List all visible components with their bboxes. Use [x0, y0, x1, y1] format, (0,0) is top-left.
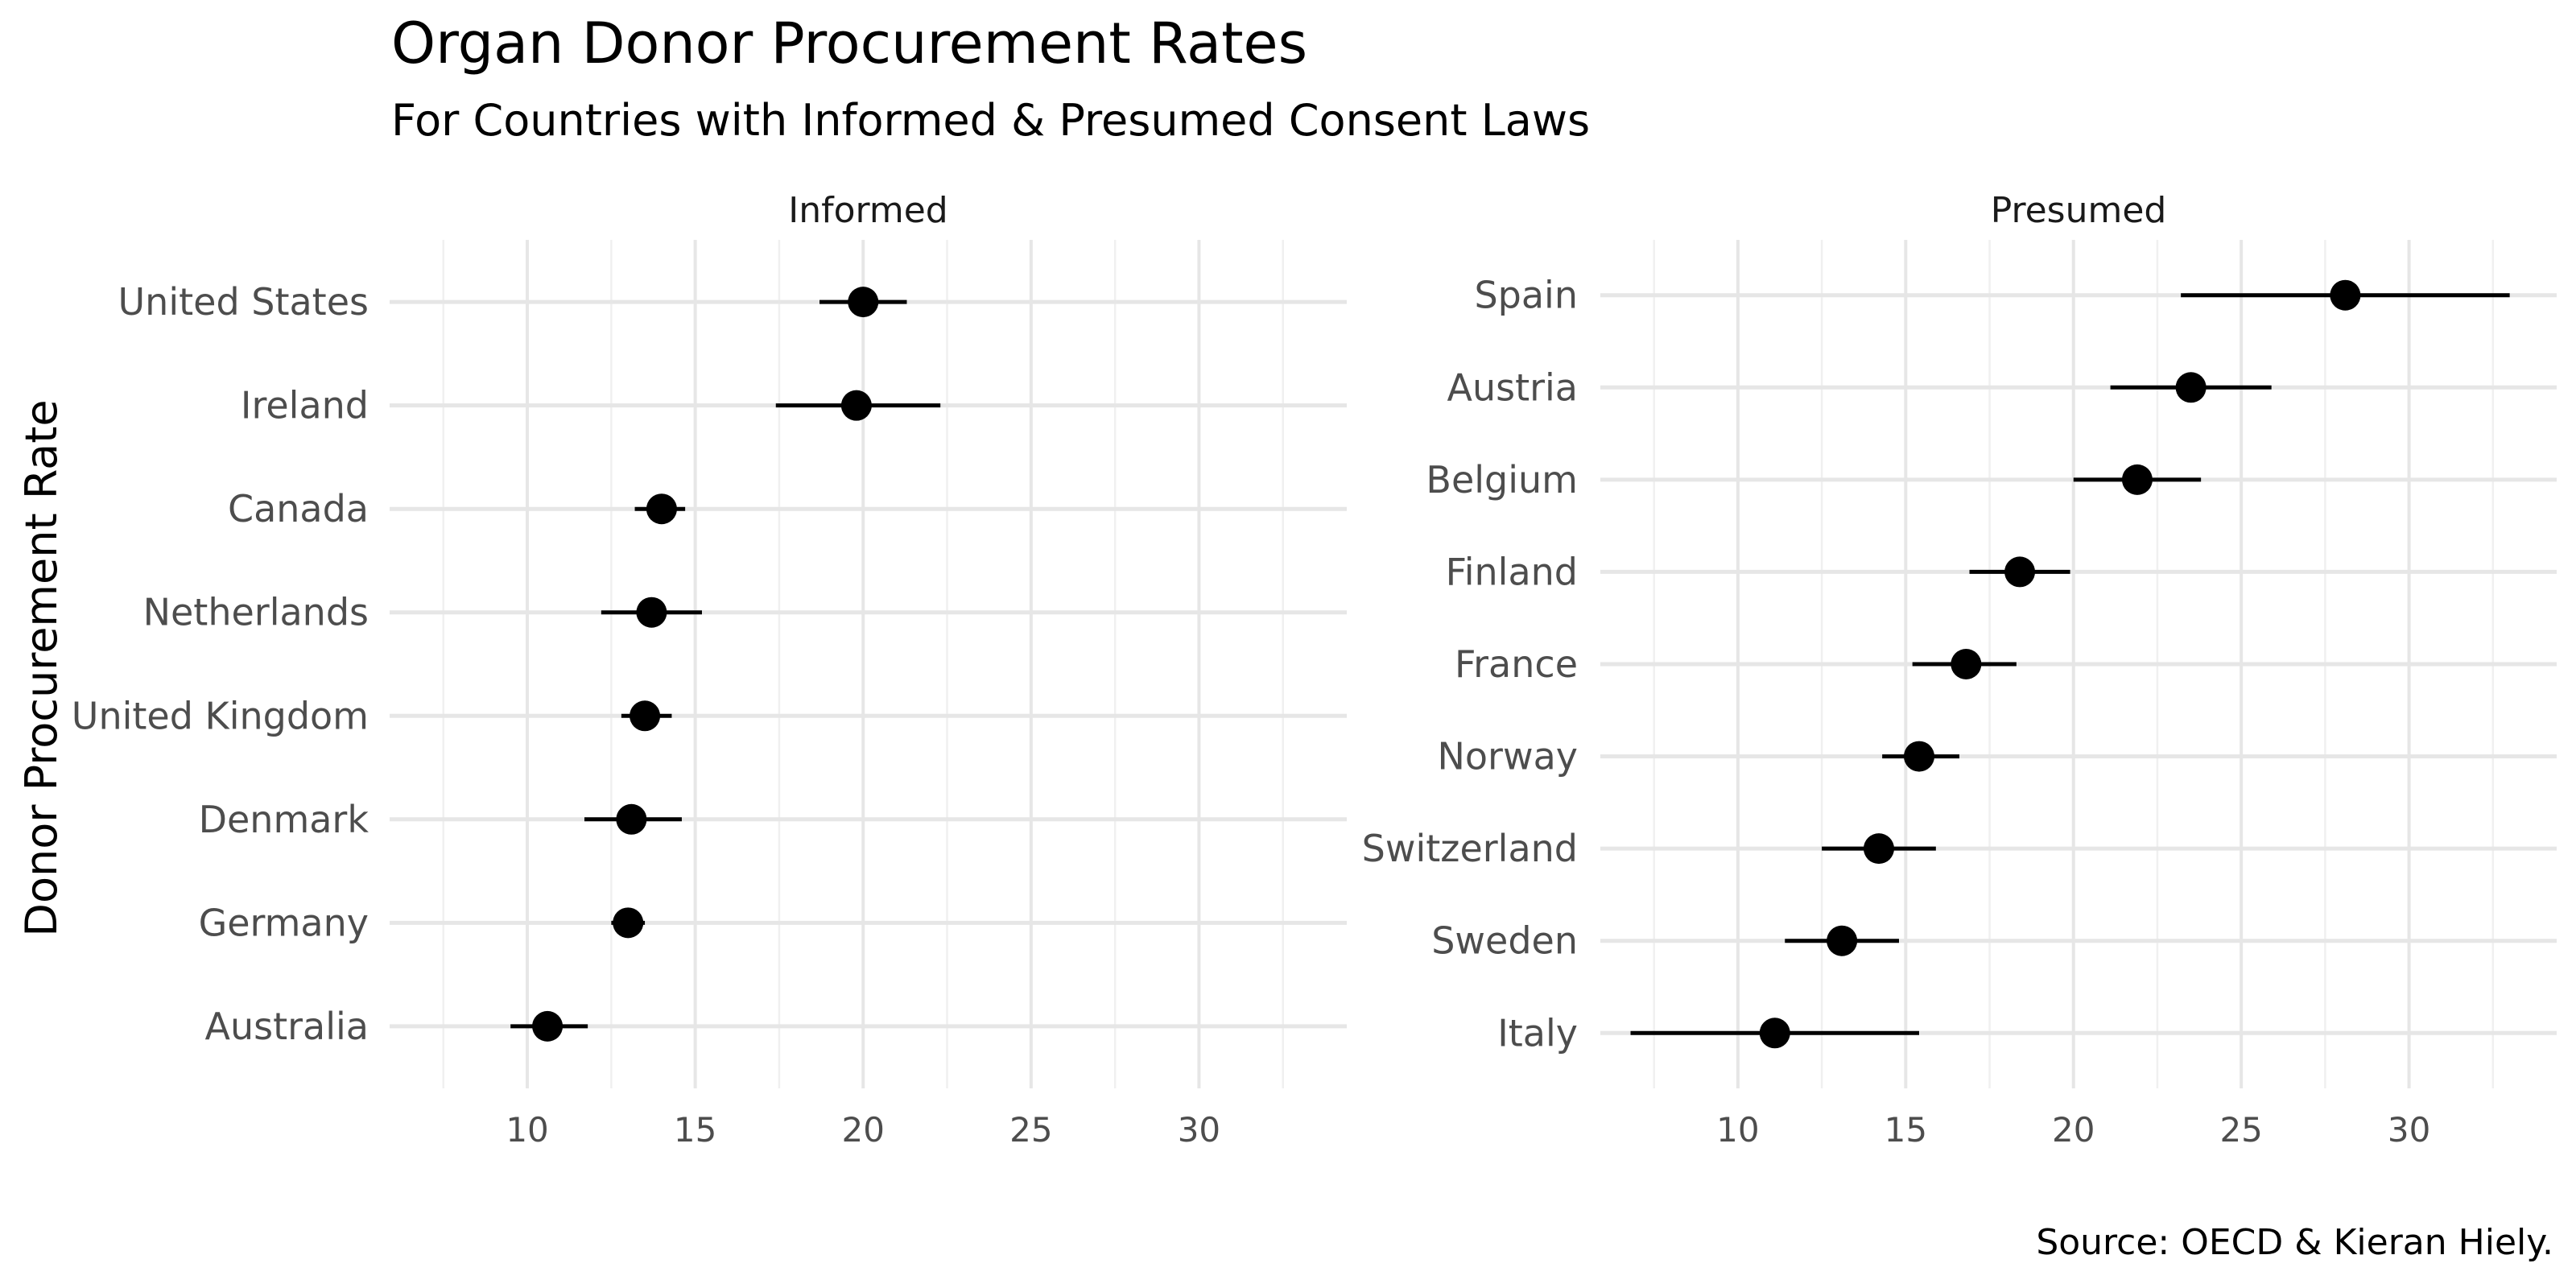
x-tick-label: 15 — [1885, 1110, 1927, 1150]
data-point — [636, 597, 667, 628]
country-label: Canada — [228, 487, 369, 530]
data-point — [613, 907, 644, 939]
panel-presumed: Presumed 10 15 20 25 30 Spain Austria Belgium Fin… — [1362, 190, 2557, 1150]
x-tick-label: 30 — [2388, 1110, 2430, 1150]
chart-title: Organ Donor Procurement Rates — [391, 10, 1307, 76]
country-label: Austria — [1447, 365, 1578, 409]
country-label: Denmark — [199, 798, 369, 841]
data-point — [2121, 464, 2153, 495]
data-point — [1827, 925, 1858, 956]
y-axis-label: Donor Procurement Rate — [16, 399, 67, 936]
data-point — [1951, 649, 1982, 679]
chart-subtitle: For Countries with Informed & Presumed C… — [391, 95, 1590, 146]
facet-label: Informed — [788, 190, 947, 231]
data-point — [2004, 556, 2036, 588]
country-label: France — [1455, 642, 1578, 686]
x-tick-label: 30 — [1178, 1110, 1220, 1150]
data-point — [1759, 1018, 1790, 1049]
country-label: Sweden — [1431, 919, 1578, 963]
data-point — [2330, 279, 2361, 311]
country-label: Ireland — [241, 384, 369, 427]
country-label: Belgium — [1426, 458, 1578, 502]
country-label: Norway — [1438, 735, 1579, 778]
chart-panels: Informed 10 15 20 25 30 United States Ireland Ca… — [72, 190, 2557, 1150]
x-tick-label: 25 — [2219, 1110, 2262, 1150]
data-point — [646, 493, 677, 525]
panel-informed: Informed 10 15 20 25 30 United States Ireland Ca… — [72, 190, 1347, 1150]
data-point — [840, 390, 872, 421]
country-label: Germany — [199, 901, 369, 944]
facet-label: Presumed — [1991, 190, 2167, 231]
x-tick-label: 20 — [2052, 1110, 2095, 1150]
country-label: United Kingdom — [72, 694, 369, 737]
data-point — [848, 287, 879, 318]
data-point — [532, 1010, 564, 1042]
country-label: Spain — [1474, 274, 1578, 317]
data-point — [1904, 741, 1934, 772]
country-label: Australia — [205, 1005, 369, 1048]
data-point — [616, 803, 647, 835]
x-tick-label: 25 — [1009, 1110, 1052, 1150]
x-tick-label: 15 — [674, 1110, 716, 1150]
country-label: Finland — [1446, 550, 1578, 593]
x-tick-label: 10 — [506, 1110, 548, 1150]
country-label: United States — [118, 280, 369, 324]
data-point — [630, 700, 661, 732]
x-tick-label: 20 — [842, 1110, 885, 1150]
country-label: Netherlands — [143, 591, 369, 634]
caption: Source: OECD & Kieran Hiely. — [2036, 1222, 2553, 1263]
data-point — [1863, 833, 1894, 865]
x-tick-label: 10 — [1716, 1110, 1759, 1150]
country-label: Switzerland — [1362, 827, 1578, 870]
country-label: Italy — [1497, 1011, 1578, 1055]
data-point — [2175, 372, 2207, 403]
